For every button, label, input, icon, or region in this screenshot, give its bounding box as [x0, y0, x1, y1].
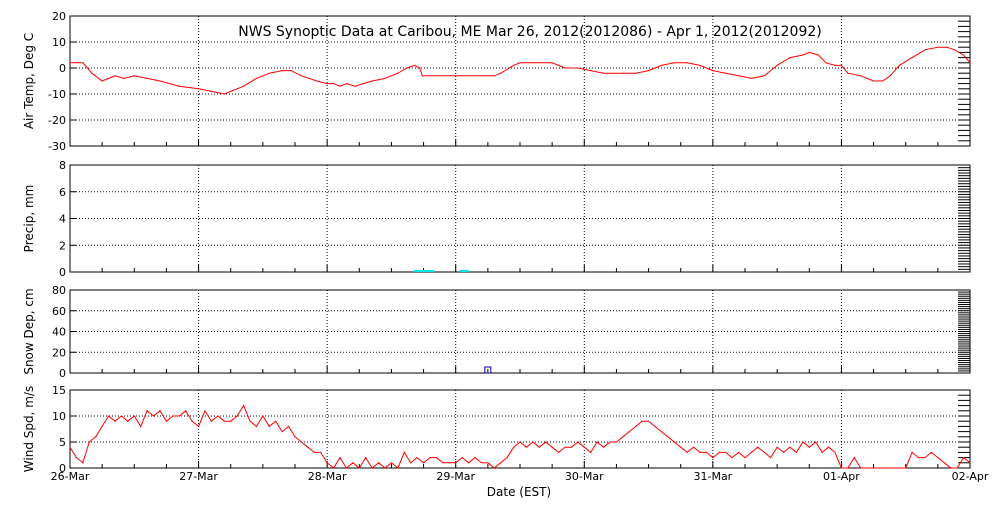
- y-tick-label: 20: [52, 10, 66, 23]
- x-tick-label: 28-Mar: [308, 470, 347, 483]
- y-tick-label: -10: [48, 88, 66, 101]
- y-tick-label: 0: [59, 266, 66, 279]
- y-tick-label: 8: [59, 159, 66, 172]
- y-tick-label: 20: [52, 346, 66, 359]
- y-tick-label: 60: [52, 305, 66, 318]
- y-tick-label: 0: [59, 462, 66, 475]
- snow-marker: [484, 366, 492, 374]
- precip-bar: [428, 270, 435, 272]
- series-line-wind: [69, 404, 971, 469]
- x-tick-label: 31-Mar: [693, 470, 732, 483]
- x-tick-label: 30-Mar: [565, 470, 604, 483]
- y-tick-label: 80: [52, 284, 66, 297]
- precip-bar: [459, 270, 466, 272]
- precip-bar: [424, 270, 431, 272]
- y-axis-label-temp: Air Temp, Deg C: [22, 33, 36, 129]
- y-axis-label-precip: Precip, mm: [22, 185, 36, 253]
- panel-snow: 80 60 40 20 0 Snow Dep, cm: [22, 284, 971, 380]
- y-tick-label: 6: [59, 186, 66, 199]
- y-tick-label: -20: [48, 114, 66, 127]
- y-tick-label: 2: [59, 239, 66, 252]
- y-tick-label: 0: [59, 367, 66, 380]
- x-tick-label: 26-Mar: [51, 470, 90, 483]
- y-tick-label: 40: [52, 326, 66, 339]
- x-tick-label: 27-Mar: [179, 470, 218, 483]
- precip-bar: [420, 270, 427, 272]
- x-tick-label: 29-Mar: [436, 470, 475, 483]
- x-tick-label: 02-Apr: [952, 470, 989, 483]
- y-axis-label-wind: Wind Spd, m/s: [22, 386, 36, 472]
- precip-bar: [463, 270, 469, 272]
- y-axis-label-snow: Snow Dep, cm: [22, 288, 36, 374]
- chart-title: NWS Synoptic Data at Caribou, ME Mar 26,…: [238, 24, 822, 40]
- y-tick-label: 4: [59, 213, 66, 226]
- y-tick-label: 10: [52, 36, 66, 49]
- y-tick-label: -30: [48, 140, 66, 153]
- panel-frame: [69, 389, 971, 469]
- precip-bar: [416, 270, 423, 272]
- x-tick-label: 01-Apr: [823, 470, 860, 483]
- y-tick-label: 5: [59, 436, 66, 449]
- x-axis-label: Date (EST): [487, 485, 551, 499]
- y-tick-label: 15: [52, 384, 66, 397]
- y-tick-label: 10: [52, 410, 66, 423]
- y-tick-label: 0: [59, 62, 66, 75]
- panel-wind: 15 10 5 0 Wind Spd, m/s: [22, 384, 971, 475]
- series-line-temp: [70, 46, 971, 95]
- panel-precip: 8 6 4 2 0 Precip, mm: [22, 159, 971, 279]
- panel-temp: 20 10 0 -10 -20 -30 Air Temp, Deg C: [22, 10, 971, 153]
